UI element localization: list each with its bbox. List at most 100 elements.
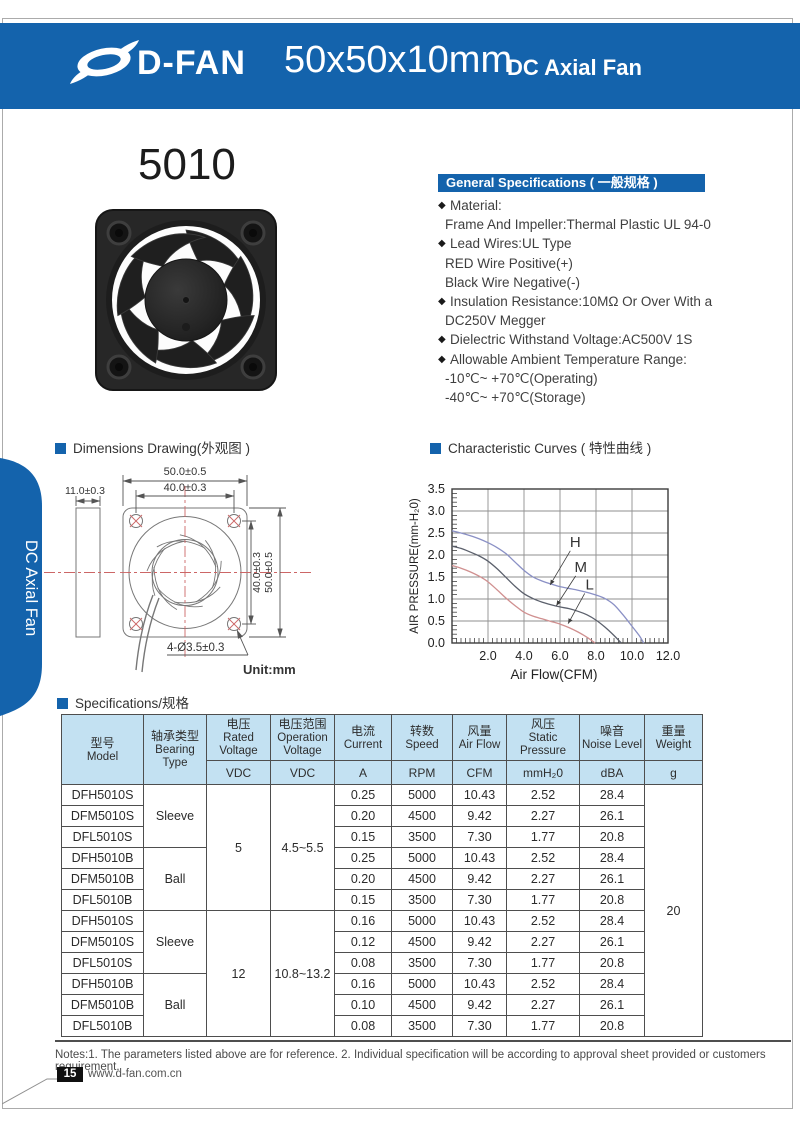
- curve-label-L: L: [586, 576, 594, 593]
- dimensions-drawing: 11.0±0.3 50.0±0.5 40.0±0.3 40.0±0.3 50.0…: [44, 466, 314, 677]
- dim-outer-width: 50.0±0.5: [164, 466, 207, 478]
- spec-item-text: Insulation Resistance:10MΩ Or Over With …: [450, 294, 713, 310]
- cell-air-flow: 9.42: [452, 994, 507, 1016]
- characteristic-curves-chart: HML 2.0 4.0 6.0 8.0 10.0 12.0 0.0 0.5 1.0 1.5 2.0 2.…: [409, 482, 680, 682]
- cell-noise: 26.1: [579, 994, 645, 1016]
- cell-rated-voltage: 12: [206, 910, 271, 1037]
- spec-item-text: Frame And Impeller:Thermal Plastic UL 94…: [445, 217, 711, 233]
- cell-speed: 5000: [391, 847, 453, 869]
- cell-static-pressure: 2.52: [506, 784, 580, 806]
- dim-thickness: 11.0±0.3: [65, 485, 105, 497]
- section-bullet-icon: [55, 443, 66, 454]
- y-tick-label: 3.0: [428, 504, 445, 518]
- x-axis-title: Air Flow(CFM): [511, 667, 598, 682]
- table-row: DFM5010S 0.12 4500 9.42 2.27 26.1: [61, 931, 703, 953]
- cell-noise: 28.4: [579, 973, 645, 995]
- cell-noise: 28.4: [579, 847, 645, 869]
- page-title: 50x50x10mm: [284, 39, 513, 81]
- cell-air-flow: 9.42: [452, 931, 507, 953]
- lead-wire: [141, 597, 160, 673]
- cell-static-pressure: 2.27: [506, 868, 580, 890]
- cell-static-pressure: 2.27: [506, 994, 580, 1016]
- section-bullet-icon: [430, 443, 441, 454]
- cell-air-flow: 7.30: [452, 889, 507, 911]
- cell-model: DFM5010S: [61, 805, 144, 827]
- cell-model: DFL5010B: [61, 889, 144, 911]
- y-tick-label: 0.5: [428, 614, 445, 628]
- general-specs-title: General Specifications ( 一般规格 ): [438, 174, 705, 192]
- cell-current: 0.25: [334, 847, 392, 869]
- lead-wire: [135, 594, 154, 671]
- website-link[interactable]: www.d-fan.com.cn: [88, 1068, 182, 1080]
- cell-current: 0.20: [334, 805, 392, 827]
- cell-static-pressure: 2.27: [506, 805, 580, 827]
- table-row: DFH5010S Sleeve 5 4.5~5.5 0.25 5000 10.43 2.52 2…: [61, 784, 703, 1037]
- section-dimensions-header: Dimensions Drawing(外观图 ): [55, 437, 250, 457]
- cell-air-flow: 10.43: [452, 910, 507, 932]
- cell-model: DFH5010B: [61, 973, 144, 995]
- spec-item-text: Material:: [450, 198, 502, 213]
- x-tick-label: 12.0: [656, 649, 680, 663]
- x-tick-label: 8.0: [587, 649, 604, 663]
- x-tick-label: 6.0: [551, 649, 568, 663]
- y-tick-label: 0.0: [428, 636, 445, 650]
- cell-air-flow: 7.30: [452, 826, 507, 848]
- spec-item-text: Black Wire Negative(-): [445, 274, 581, 290]
- col-header-model: 型号 Model: [61, 714, 144, 785]
- section-specs-header: Specifications/规格: [57, 692, 189, 712]
- specifications-table: 型号 Model 轴承类型 Bearing Type 电压 Rated Voltage 电压…: [61, 714, 703, 1037]
- y-tick-label: 1.0: [428, 592, 445, 606]
- cell-operation-voltage: 4.5~5.5: [270, 784, 335, 911]
- cell-air-flow: 9.42: [452, 868, 507, 890]
- spec-item-text: Lead Wires:UL Type: [450, 236, 572, 252]
- cell-current: 0.10: [334, 994, 392, 1016]
- cell-noise: 26.1: [579, 805, 645, 827]
- model-number: 5010: [138, 140, 236, 189]
- col-unit-9: g: [644, 760, 703, 785]
- cell-noise: 28.4: [579, 784, 645, 806]
- col-unit-7: mmH₂0: [506, 760, 580, 785]
- cell-speed: 5000: [391, 784, 453, 806]
- col-unit-3: VDC: [270, 760, 335, 785]
- cell-noise: 20.8: [579, 1015, 645, 1037]
- spec-item: Black Wire Negative(-): [438, 273, 783, 292]
- cell-current: 0.16: [334, 973, 392, 995]
- cell-model: DFM5010B: [61, 994, 144, 1016]
- cell-bearing-type: Sleeve: [143, 784, 207, 848]
- cell-current: 0.15: [334, 826, 392, 848]
- section-specs-label: Specifications/规格: [75, 696, 190, 711]
- y-tick-label: 2.0: [428, 548, 445, 562]
- logo-text: D-FAN: [137, 44, 246, 82]
- cell-static-pressure: 1.77: [506, 1015, 580, 1037]
- sidebar-label: DC Axial Fan: [22, 540, 40, 636]
- dim-outer-height: 50.0±0.5: [263, 552, 275, 593]
- cell-air-flow: 10.43: [452, 784, 507, 806]
- spec-item-text: RED Wire Positive(+): [445, 255, 573, 271]
- diamond-bullet-icon: ◆: [438, 296, 446, 308]
- diamond-bullet-icon: ◆: [438, 334, 446, 346]
- cell-current: 0.08: [334, 952, 392, 974]
- spec-item: ◆ Lead Wires:UL Type: [438, 234, 783, 253]
- curve-H: [451, 530, 645, 644]
- curve-label-M: M: [574, 559, 587, 576]
- cell-model: DFM5010B: [61, 868, 144, 890]
- dim-holes: 4-Ø3.5±0.3: [167, 642, 224, 654]
- diamond-bullet-icon: ◆: [438, 353, 446, 365]
- y-tick-label: 2.5: [428, 526, 445, 540]
- x-tick-label: 2.0: [479, 649, 496, 663]
- fan-product-photo: [95, 208, 277, 391]
- table-row: DFL5010S 0.08 3500 7.30 1.77 20.8: [61, 952, 703, 974]
- y-axis-title: AIR PRESSURE(mm-H₂0): [409, 498, 421, 634]
- cell-static-pressure: 2.52: [506, 973, 580, 995]
- cell-speed: 4500: [391, 931, 453, 953]
- dim-hole-pitch-v: 40.0±0.3: [251, 552, 263, 593]
- dim-hole-pitch: 40.0±0.3: [164, 482, 207, 494]
- general-specs-list: ◆ Material: Frame And Impeller:Thermal Pla…: [438, 196, 783, 407]
- cell-noise: 26.1: [579, 868, 645, 890]
- cell-static-pressure: 2.52: [506, 847, 580, 869]
- curve-M: [451, 545, 622, 644]
- col-header-operation-voltage: 电压范围 Operation Voltage: [270, 714, 335, 761]
- section-curves-label: Characteristic Curves ( 特性曲线 ): [448, 441, 652, 456]
- cell-operation-voltage: 10.8~13.2: [270, 910, 335, 1037]
